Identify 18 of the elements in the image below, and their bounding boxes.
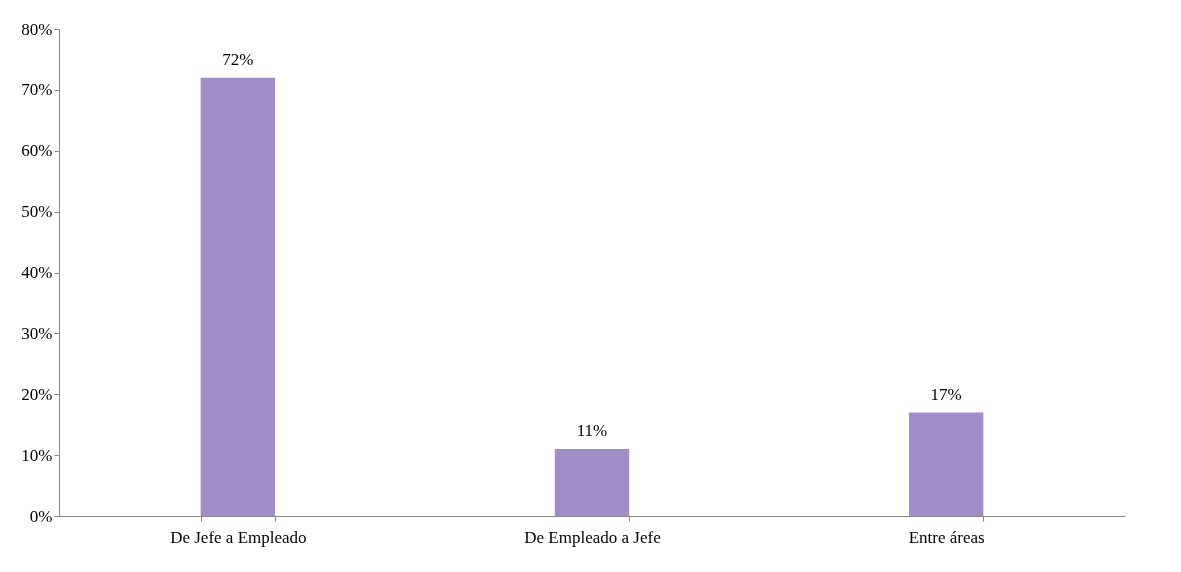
x-tick-label: Entre áreas xyxy=(908,527,985,547)
bar xyxy=(200,77,276,516)
x-tick-label: De Jefe a Empleado xyxy=(170,527,307,547)
data-label: 11% xyxy=(576,421,608,441)
y-tick-label: 60% xyxy=(21,141,53,161)
bar xyxy=(908,412,984,516)
y-tick-label: 10% xyxy=(21,445,53,465)
bar xyxy=(554,449,630,516)
y-tick-label: 0% xyxy=(29,506,53,526)
x-tick-label: De Empleado a Jefe xyxy=(524,527,661,547)
y-tick-label: 80% xyxy=(21,19,53,39)
y-tick-label: 40% xyxy=(21,263,53,282)
y-tick-label: 30% xyxy=(21,323,53,343)
data-label: 72% xyxy=(222,49,254,69)
y-tick-label: 20% xyxy=(21,384,53,404)
y-tick-label: 70% xyxy=(21,80,53,100)
y-tick-label: 50% xyxy=(21,202,53,222)
data-label: 17% xyxy=(930,384,962,404)
